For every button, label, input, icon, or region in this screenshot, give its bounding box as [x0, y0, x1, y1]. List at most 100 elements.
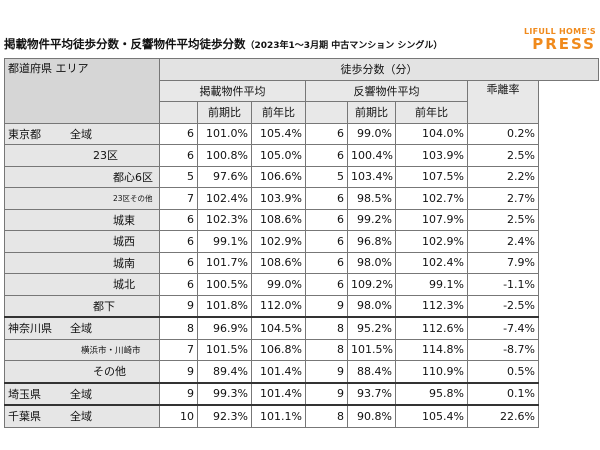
- gap-rate-cell: 22.6%: [467, 404, 539, 428]
- listed-qoq-cell: 101.0%: [197, 122, 252, 145]
- walking-minutes-table: 都道府県 エリア 徒歩分数（分） 掲載物件平均 反響物件平均 乖離率 前期比 前…: [4, 58, 599, 428]
- header-inquired-yoy: 前年比: [395, 101, 468, 124]
- gap-rate-cell: 2.5%: [467, 144, 539, 167]
- listed-yoy-cell: 101.1%: [251, 404, 306, 428]
- title-sub: （2023年1～3月期 中古マンション シングル）: [245, 41, 443, 51]
- table-row: 神奈川県 全域 8 96.9% 104.5% 8 95.2% 112.6% -7.4%: [4, 316, 599, 340]
- inquired-yoy-cell: 102.9%: [395, 230, 468, 253]
- listed-yoy-cell: 105.0%: [251, 144, 306, 167]
- header-gap-rate: 乖離率: [467, 79, 539, 124]
- area-name: 23区その他: [113, 193, 153, 203]
- inquired-qoq-cell: 90.8%: [347, 404, 396, 428]
- header-listed-average: 掲載物件平均: [159, 79, 306, 102]
- listed-qoq-cell: 101.8%: [197, 294, 252, 318]
- area-name: 城西: [113, 235, 135, 249]
- area-cell: 23区: [4, 144, 160, 167]
- title-main: 掲載物件平均徒歩分数・反響物件平均徒歩分数: [4, 37, 246, 51]
- brand-logo: LIFULL HOME'S PRESS: [524, 28, 596, 52]
- area-name: 横浜市・川崎市: [81, 345, 141, 356]
- area-cell: 横浜市・川崎市: [4, 338, 160, 361]
- inquired-qoq-cell: 96.8%: [347, 230, 396, 253]
- inquired-qoq-cell: 98.0%: [347, 294, 396, 318]
- gap-rate-cell: 0.2%: [467, 122, 539, 145]
- gap-rate-cell: 2.5%: [467, 208, 539, 231]
- area-name: 全域: [70, 387, 92, 401]
- area-cell: 埼玉県 全域: [4, 381, 160, 406]
- inquired-yoy-cell: 112.6%: [395, 316, 468, 340]
- inquired-minutes-cell: 9: [305, 294, 348, 318]
- area-name: 都心6区: [113, 170, 153, 184]
- inquired-minutes-cell: 6: [305, 273, 348, 296]
- listed-minutes-cell: 6: [159, 122, 198, 145]
- listed-qoq-cell: 101.5%: [197, 338, 252, 361]
- listed-minutes-cell: 6: [159, 230, 198, 253]
- table-row: その他 9 89.4% 101.4% 9 88.4% 110.9% 0.5%: [4, 360, 599, 383]
- prefecture-name: 神奈川県: [8, 322, 52, 336]
- listed-minutes-cell: 6: [159, 144, 198, 167]
- table-row: 23区その他 7 102.4% 103.9% 6 98.5% 102.7% 2.7%: [4, 187, 599, 210]
- table-row: 都心6区 5 97.6% 106.6% 5 103.4% 107.5% 2.2%: [4, 165, 599, 188]
- area-cell: 都心6区: [4, 165, 160, 188]
- table-row: 城西 6 99.1% 102.9% 6 96.8% 102.9% 2.4%: [4, 230, 599, 253]
- area-cell: 城北: [4, 273, 160, 296]
- inquired-yoy-cell: 112.3%: [395, 294, 468, 318]
- inquired-yoy-cell: 110.9%: [395, 360, 468, 383]
- table-body: 東京都 全域 6 101.0% 105.4% 6 99.0% 104.0% 0.2% 23区 6 10…: [4, 122, 599, 428]
- inquired-qoq-cell: 101.5%: [347, 338, 396, 361]
- listed-yoy-cell: 101.4%: [251, 360, 306, 383]
- inquired-minutes-cell: 6: [305, 187, 348, 210]
- inquired-yoy-cell: 103.9%: [395, 144, 468, 167]
- listed-minutes-cell: 9: [159, 294, 198, 318]
- area-name: 全域: [70, 127, 92, 141]
- logo-top-text: LIFULL HOME'S: [523, 27, 596, 36]
- listed-minutes-cell: 6: [159, 251, 198, 274]
- prefecture-name: 埼玉県: [8, 387, 41, 401]
- listed-minutes-cell: 10: [159, 404, 198, 428]
- listed-yoy-cell: 99.0%: [251, 273, 306, 296]
- table-title: 掲載物件平均徒歩分数・反響物件平均徒歩分数（2023年1～3月期 中古マンション…: [4, 36, 442, 52]
- area-cell: 城西: [4, 230, 160, 253]
- header-inquired-average: 反響物件平均: [305, 79, 468, 102]
- area-name: 23区: [93, 149, 118, 163]
- inquired-qoq-cell: 100.4%: [347, 144, 396, 167]
- inquired-qoq-cell: 98.0%: [347, 251, 396, 274]
- inquired-qoq-cell: 95.2%: [347, 316, 396, 340]
- inquired-minutes-cell: 6: [305, 230, 348, 253]
- table-row: 城南 6 101.7% 108.6% 6 98.0% 102.4% 7.9%: [4, 251, 599, 274]
- listed-yoy-cell: 112.0%: [251, 294, 306, 318]
- listed-yoy-cell: 103.9%: [251, 187, 306, 210]
- area-cell: その他: [4, 360, 160, 383]
- gap-rate-cell: -8.7%: [467, 338, 539, 361]
- header-listed-minutes: [159, 101, 198, 124]
- header-inquired-qoq: 前期比: [347, 101, 396, 124]
- header-listed-yoy: 前年比: [251, 101, 306, 124]
- table-row: 都下 9 101.8% 112.0% 9 98.0% 112.3% -2.5%: [4, 294, 599, 318]
- inquired-minutes-cell: 6: [305, 208, 348, 231]
- table-row: 東京都 全域 6 101.0% 105.4% 6 99.0% 104.0% 0.2%: [4, 122, 599, 145]
- header-walk-minutes: 徒歩分数（分）: [159, 58, 599, 81]
- table-row: 23区 6 100.8% 105.0% 6 100.4% 103.9% 2.5%: [4, 144, 599, 167]
- gap-rate-cell: 0.1%: [467, 381, 539, 406]
- area-cell: 城東: [4, 208, 160, 231]
- area-cell: 城南: [4, 251, 160, 274]
- inquired-minutes-cell: 6: [305, 251, 348, 274]
- inquired-qoq-cell: 103.4%: [347, 165, 396, 188]
- gap-rate-cell: 2.2%: [467, 165, 539, 188]
- inquired-minutes-cell: 9: [305, 381, 348, 406]
- inquired-minutes-cell: 6: [305, 122, 348, 145]
- inquired-qoq-cell: 98.5%: [347, 187, 396, 210]
- listed-qoq-cell: 100.8%: [197, 144, 252, 167]
- table-row: 城東 6 102.3% 108.6% 6 99.2% 107.9% 2.5%: [4, 208, 599, 231]
- listed-qoq-cell: 102.3%: [197, 208, 252, 231]
- listed-qoq-cell: 89.4%: [197, 360, 252, 383]
- inquired-minutes-cell: 8: [305, 404, 348, 428]
- area-name: 城北: [113, 278, 135, 292]
- inquired-qoq-cell: 109.2%: [347, 273, 396, 296]
- header-listed-qoq: 前期比: [197, 101, 252, 124]
- gap-rate-cell: 2.7%: [467, 187, 539, 210]
- listed-yoy-cell: 105.4%: [251, 122, 306, 145]
- inquired-qoq-cell: 99.2%: [347, 208, 396, 231]
- inquired-yoy-cell: 102.7%: [395, 187, 468, 210]
- listed-qoq-cell: 96.9%: [197, 316, 252, 340]
- area-cell: 東京都 全域: [4, 122, 160, 145]
